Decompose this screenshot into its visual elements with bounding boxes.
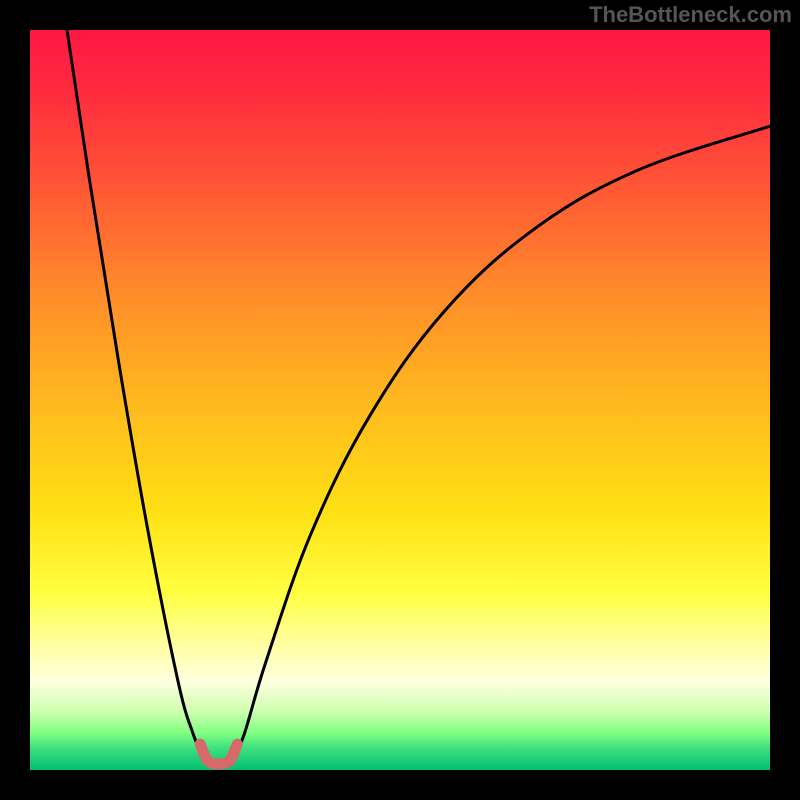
watermark-text: TheBottleneck.com <box>589 2 792 28</box>
bottleneck-chart <box>0 0 800 800</box>
chart-container: TheBottleneck.com <box>0 0 800 800</box>
plot-background-gradient <box>30 30 770 770</box>
